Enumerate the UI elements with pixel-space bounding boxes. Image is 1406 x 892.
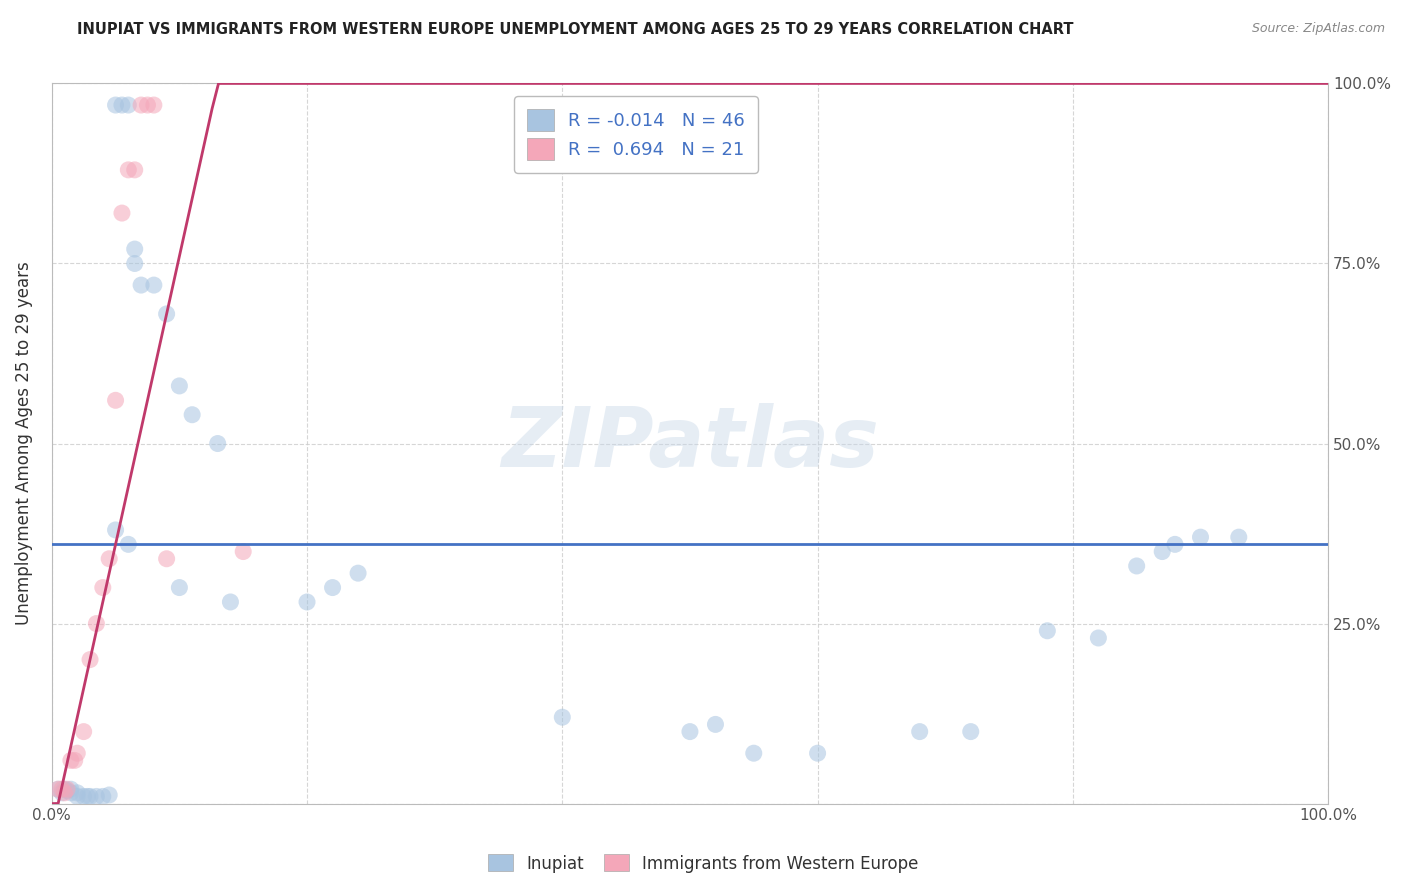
Point	[86, 616, 108, 631]
Point	[959, 724, 981, 739]
Point	[169, 379, 191, 393]
Point	[59, 782, 82, 797]
Point	[91, 581, 114, 595]
Point	[1227, 530, 1250, 544]
Point	[679, 724, 702, 739]
Point	[181, 408, 204, 422]
Point	[98, 788, 121, 802]
Point	[806, 746, 828, 760]
Point	[76, 789, 98, 804]
Point	[51, 782, 73, 797]
Point	[59, 786, 82, 800]
Point	[142, 278, 165, 293]
Point	[104, 393, 127, 408]
Point	[908, 724, 931, 739]
Point	[111, 98, 134, 112]
Point	[232, 544, 254, 558]
Point	[742, 746, 765, 760]
Point	[142, 98, 165, 112]
Text: INUPIAT VS IMMIGRANTS FROM WESTERN EUROPE UNEMPLOYMENT AMONG AGES 25 TO 29 YEARS: INUPIAT VS IMMIGRANTS FROM WESTERN EUROP…	[77, 22, 1074, 37]
Point	[207, 436, 229, 450]
Point	[124, 162, 146, 177]
Point	[136, 98, 159, 112]
Point	[704, 717, 727, 731]
Point	[117, 98, 139, 112]
Point	[129, 98, 152, 112]
Point	[79, 652, 101, 666]
Point	[63, 753, 86, 767]
Legend: Inupiat, Immigrants from Western Europe: Inupiat, Immigrants from Western Europe	[481, 847, 925, 880]
Point	[66, 786, 89, 800]
Point	[322, 581, 344, 595]
Point	[156, 307, 179, 321]
Y-axis label: Unemployment Among Ages 25 to 29 years: Unemployment Among Ages 25 to 29 years	[15, 261, 32, 625]
Point	[1125, 558, 1147, 573]
Text: Source: ZipAtlas.com: Source: ZipAtlas.com	[1251, 22, 1385, 36]
Point	[347, 566, 370, 581]
Point	[117, 162, 139, 177]
Point	[98, 551, 121, 566]
Point	[124, 242, 146, 256]
Point	[73, 724, 96, 739]
Text: ZIPatlas: ZIPatlas	[501, 403, 879, 484]
Point	[156, 551, 179, 566]
Point	[86, 789, 108, 804]
Point	[59, 753, 82, 767]
Point	[1036, 624, 1059, 638]
Point	[1152, 544, 1174, 558]
Point	[551, 710, 574, 724]
Point	[66, 746, 89, 760]
Point	[56, 782, 79, 797]
Point	[46, 782, 69, 797]
Point	[46, 782, 69, 797]
Legend: R = -0.014   N = 46, R =  0.694   N = 21: R = -0.014 N = 46, R = 0.694 N = 21	[515, 96, 758, 173]
Point	[53, 782, 76, 797]
Point	[1087, 631, 1109, 645]
Point	[51, 786, 73, 800]
Point	[53, 786, 76, 800]
Point	[73, 789, 96, 804]
Point	[1164, 537, 1187, 551]
Point	[66, 789, 89, 804]
Point	[56, 783, 79, 797]
Point	[79, 789, 101, 804]
Point	[104, 98, 127, 112]
Point	[104, 523, 127, 537]
Point	[169, 581, 191, 595]
Point	[129, 278, 152, 293]
Point	[111, 206, 134, 220]
Point	[295, 595, 318, 609]
Point	[124, 256, 146, 270]
Point	[117, 537, 139, 551]
Point	[1189, 530, 1212, 544]
Point	[219, 595, 242, 609]
Point	[91, 789, 114, 804]
